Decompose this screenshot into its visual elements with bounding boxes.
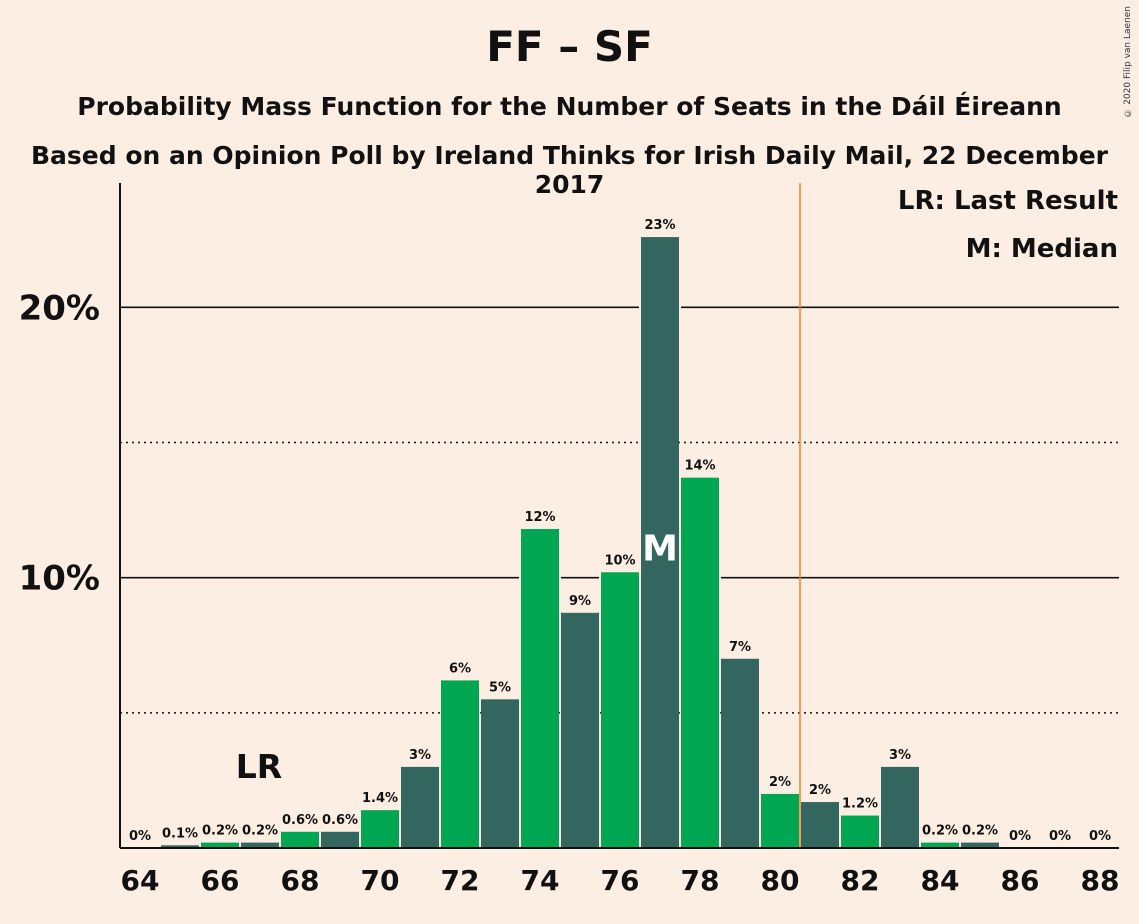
bar-value-label: 10%	[604, 553, 635, 568]
bar-value-label: 6%	[449, 661, 471, 676]
bar-value-label: 0.1%	[162, 826, 198, 841]
bar	[441, 680, 479, 848]
bar-value-label: 0.2%	[922, 824, 958, 839]
gridline-gap	[519, 575, 521, 580]
gridline-gap	[599, 575, 601, 580]
bar	[561, 612, 599, 848]
bar-value-label: 2%	[809, 783, 831, 798]
x-tick-label: 64	[121, 864, 160, 897]
gridline-gap	[639, 575, 641, 580]
bar-value-label: 3%	[889, 748, 911, 763]
bar	[921, 842, 959, 848]
bar-value-label: 0%	[129, 829, 151, 844]
bar-value-label: 23%	[644, 218, 675, 233]
x-tick-label: 78	[681, 864, 720, 897]
bar	[321, 831, 359, 848]
x-tick-label: 72	[441, 864, 480, 897]
bar-value-label: 0%	[1009, 829, 1031, 844]
bar	[161, 845, 199, 848]
gridline-gap	[639, 305, 641, 310]
bar	[681, 477, 719, 848]
x-tick-label: 74	[521, 864, 560, 897]
gridline-gap	[719, 575, 721, 580]
bar-value-label: 0.2%	[242, 824, 278, 839]
bar-value-label: 0.2%	[962, 824, 998, 839]
bar-labels: 0% 0.1% 0.2% 0.2% 0.6% 0.6% 1.4% 3% 6% 5% 12% 9% 10%…	[129, 218, 1111, 844]
bar	[961, 842, 999, 848]
x-tick-label: 66	[201, 864, 240, 897]
axes: 10% 20% 64 66 68 70 72 74 76 78 80 82 84 86 88	[19, 183, 1120, 897]
bar	[761, 793, 799, 848]
bar-value-label: 7%	[729, 640, 751, 655]
bar	[281, 831, 319, 848]
gridline-gap	[559, 575, 561, 580]
gridline-gap	[679, 575, 681, 580]
bar-value-label: 12%	[524, 510, 555, 525]
y-tick-label: 20%	[19, 288, 100, 328]
bar	[881, 766, 919, 848]
bar-value-label: 2%	[769, 775, 791, 790]
bar-value-label: 14%	[684, 459, 715, 474]
bar	[361, 810, 399, 848]
x-tick-label: 68	[281, 864, 320, 897]
bar	[641, 237, 679, 848]
bar-value-label: 9%	[569, 594, 591, 609]
x-tick-label: 86	[1001, 864, 1040, 897]
bar-value-label: 1.4%	[362, 791, 398, 806]
bar-value-label: 0.6%	[322, 813, 358, 828]
bar	[201, 842, 239, 848]
bar	[241, 842, 279, 848]
bar-value-label: 1.2%	[842, 797, 878, 812]
bar-value-label: 0%	[1049, 829, 1071, 844]
chart-title: FF – SF	[486, 22, 653, 71]
bar-value-label: 0.2%	[202, 824, 238, 839]
chart-subtitle: Probability Mass Function for the Number…	[77, 92, 1062, 121]
gridline-gap	[679, 305, 681, 310]
x-tick-label: 88	[1081, 864, 1120, 897]
bar	[401, 766, 439, 848]
bar	[721, 658, 759, 848]
legend-median: M: Median	[966, 234, 1118, 264]
bar	[841, 815, 879, 848]
bar	[481, 699, 519, 848]
y-tick-label: 10%	[19, 559, 100, 599]
x-tick-label: 70	[361, 864, 400, 897]
x-tick-label: 76	[601, 864, 640, 897]
last-result-marker: LR	[236, 747, 282, 786]
legend-last-result: LR: Last Result	[898, 186, 1118, 216]
median-marker: M	[642, 529, 678, 570]
x-tick-label: 82	[841, 864, 880, 897]
bars	[161, 237, 999, 848]
x-tick-label: 84	[921, 864, 960, 897]
chart-source: Based on an Opinion Poll by Ireland Thin…	[31, 141, 1108, 199]
bar-value-label: 3%	[409, 748, 431, 763]
bar-value-label: 0%	[1089, 829, 1111, 844]
bar	[601, 572, 639, 848]
bar	[801, 802, 839, 848]
bar-value-label: 0.6%	[282, 813, 318, 828]
bar-value-label: 5%	[489, 680, 511, 695]
x-tick-label: 80	[761, 864, 800, 897]
bar	[521, 529, 559, 848]
